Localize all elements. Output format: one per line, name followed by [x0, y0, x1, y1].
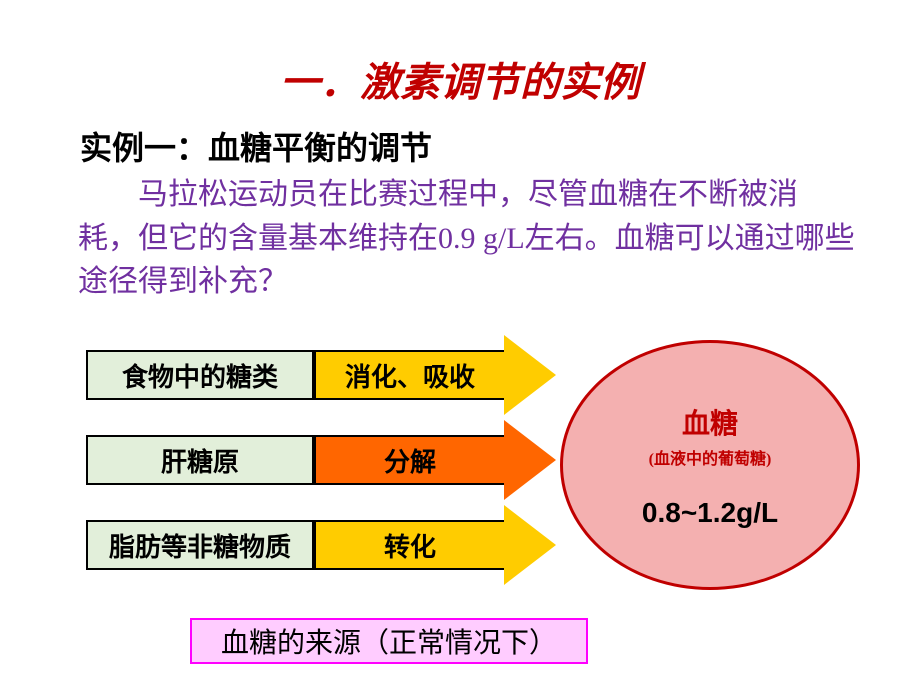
- slide: 一．激素调节的实例 实例一：血糖平衡的调节 马拉松运动员在比赛过程中，尽管血糖在…: [0, 0, 920, 690]
- blood-sugar-title: 血糖: [682, 402, 738, 442]
- arrow-label-convert: 转化: [384, 527, 436, 564]
- arrow-body-convert: 转化: [314, 520, 504, 570]
- bottom-caption-box: 血糖的来源（正常情况下）: [190, 618, 588, 664]
- bottom-caption-text: 血糖的来源（正常情况下）: [221, 621, 557, 661]
- slide-subtitle: 实例一：血糖平衡的调节: [80, 123, 432, 169]
- slide-subtitle-text: 实例一：血糖平衡的调节: [80, 130, 432, 166]
- source-box-glycogen: 肝糖原: [86, 435, 314, 485]
- source-label-food: 食物中的糖类: [122, 357, 278, 394]
- arrow-head-digest: [504, 335, 556, 415]
- source-label-glycogen: 肝糖原: [161, 442, 239, 479]
- slide-title-text: 一．激素调节的实例: [280, 60, 640, 105]
- source-label-fat: 脂肪等非糖物质: [109, 527, 291, 564]
- blood-sugar-range: 0.8~1.2g/L: [642, 497, 778, 529]
- arrow-digest: 消化、吸收: [314, 350, 556, 400]
- slide-title: 一．激素调节的实例: [0, 50, 920, 108]
- arrow-head-decompose: [504, 420, 556, 500]
- body-paragraph-text: 马拉松运动员在比赛过程中，尽管血糖在不断被消耗，但它的含量基本维持在0.9 g/…: [78, 178, 855, 298]
- body-paragraph: 马拉松运动员在比赛过程中，尽管血糖在不断被消耗，但它的含量基本维持在0.9 g/…: [78, 173, 856, 304]
- arrow-label-decompose: 分解: [384, 442, 436, 479]
- blood-sugar-sub: (血液中的葡萄糖): [649, 445, 772, 469]
- arrow-body-decompose: 分解: [314, 435, 504, 485]
- arrow-decompose: 分解: [314, 435, 556, 485]
- arrow-convert: 转化: [314, 520, 556, 570]
- source-box-fat: 脂肪等非糖物质: [86, 520, 314, 570]
- arrow-label-digest: 消化、吸收: [345, 357, 475, 394]
- blood-sugar-ellipse: 血糖 (血液中的葡萄糖) 0.8~1.2g/L: [560, 340, 860, 590]
- source-box-food: 食物中的糖类: [86, 350, 314, 400]
- arrow-body-digest: 消化、吸收: [314, 350, 504, 400]
- arrow-head-convert: [504, 505, 556, 585]
